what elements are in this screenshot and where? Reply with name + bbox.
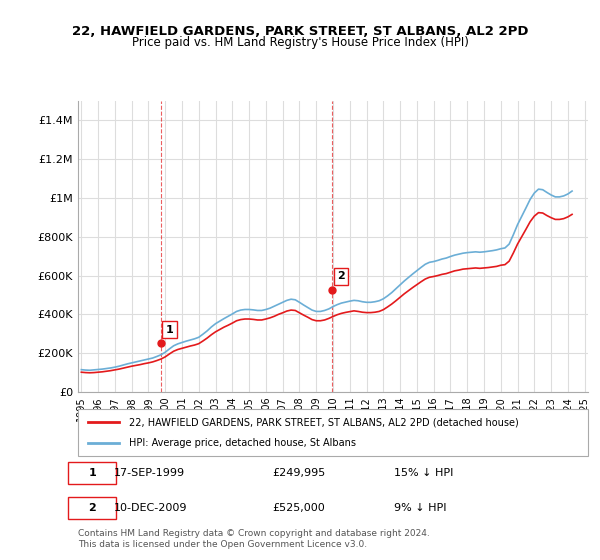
- Text: £525,000: £525,000: [272, 503, 325, 513]
- Text: 17-SEP-1999: 17-SEP-1999: [114, 468, 185, 478]
- FancyBboxPatch shape: [68, 497, 116, 519]
- Text: Price paid vs. HM Land Registry's House Price Index (HPI): Price paid vs. HM Land Registry's House …: [131, 36, 469, 49]
- Text: 22, HAWFIELD GARDENS, PARK STREET, ST ALBANS, AL2 2PD (detached house): 22, HAWFIELD GARDENS, PARK STREET, ST AL…: [129, 417, 519, 427]
- Text: 22, HAWFIELD GARDENS, PARK STREET, ST ALBANS, AL2 2PD: 22, HAWFIELD GARDENS, PARK STREET, ST AL…: [72, 25, 528, 38]
- Text: HPI: Average price, detached house, St Albans: HPI: Average price, detached house, St A…: [129, 438, 356, 448]
- Text: 2: 2: [337, 272, 345, 282]
- Text: 10-DEC-2009: 10-DEC-2009: [114, 503, 187, 513]
- Text: Contains HM Land Registry data © Crown copyright and database right 2024.
This d: Contains HM Land Registry data © Crown c…: [78, 529, 430, 549]
- Text: 1: 1: [88, 468, 96, 478]
- Text: 1: 1: [166, 325, 173, 335]
- Text: 2: 2: [88, 503, 96, 513]
- FancyBboxPatch shape: [68, 461, 116, 484]
- FancyBboxPatch shape: [78, 409, 588, 456]
- Text: £249,995: £249,995: [272, 468, 325, 478]
- Text: 15% ↓ HPI: 15% ↓ HPI: [394, 468, 454, 478]
- Text: 9% ↓ HPI: 9% ↓ HPI: [394, 503, 446, 513]
